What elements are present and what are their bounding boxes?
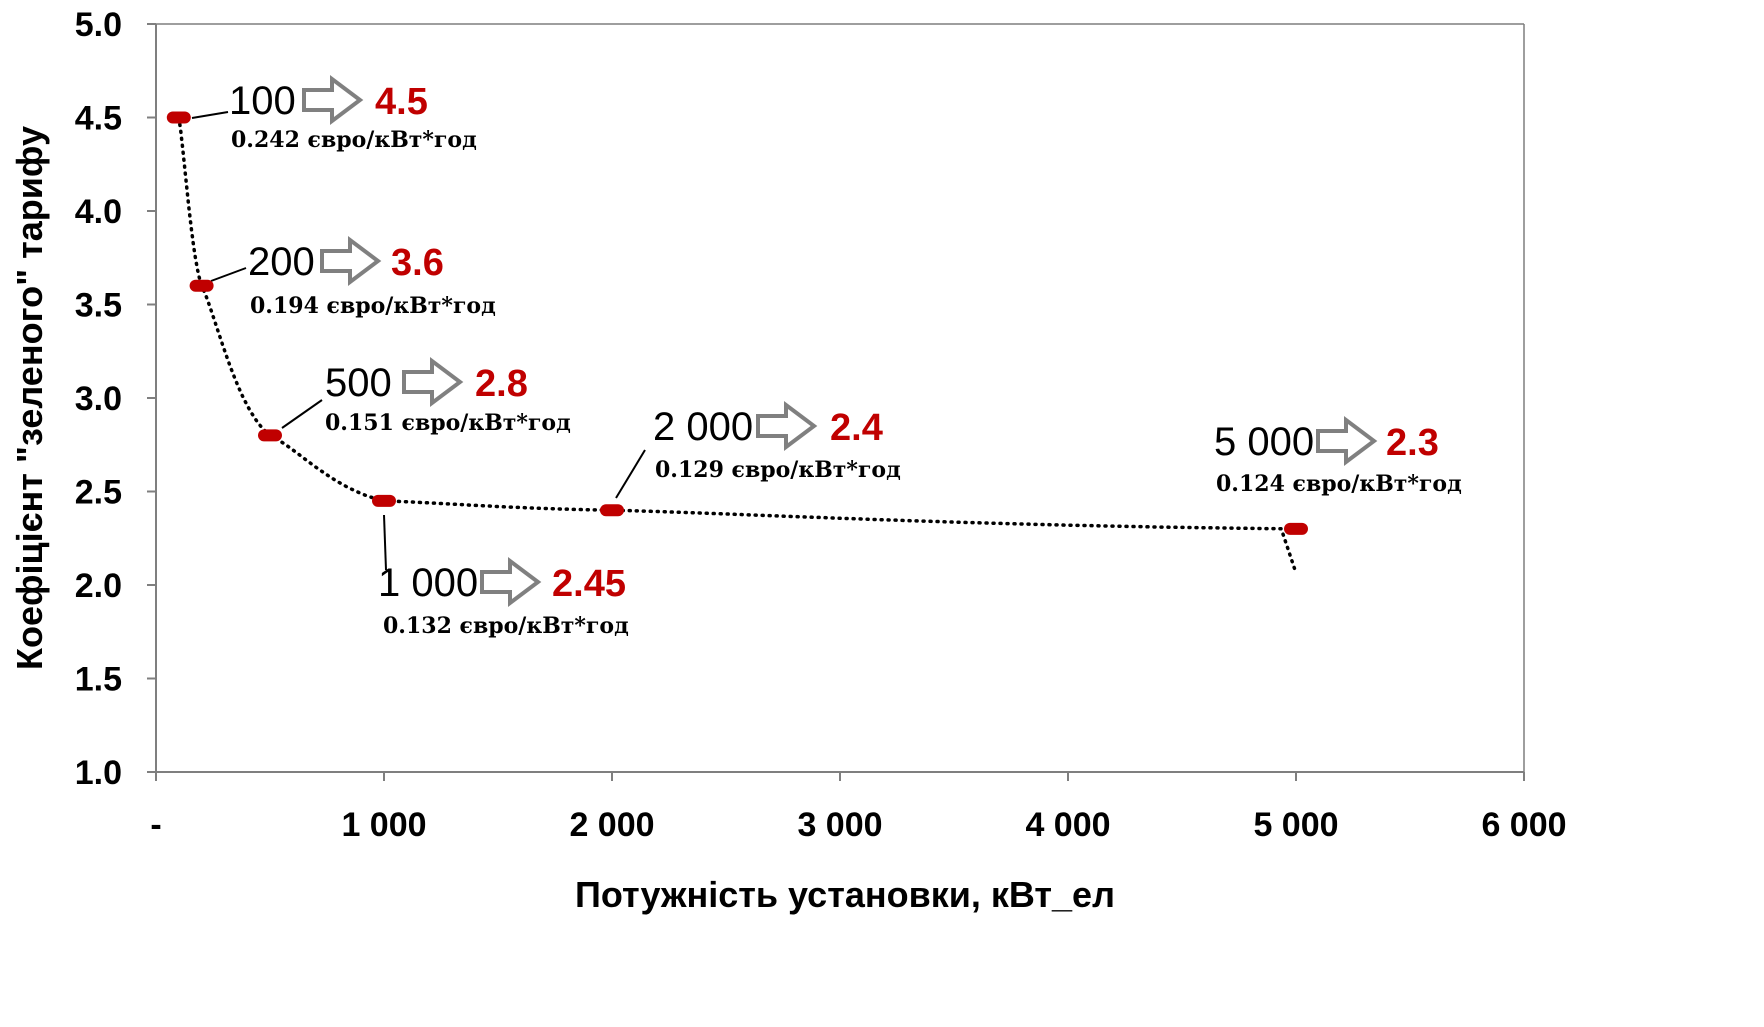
price-label: 0.124 євро/кВт*год [1216,471,1462,497]
capacity-label: 5 000 [1214,420,1314,464]
coefficient-label: 2.4 [830,407,883,449]
coefficient-label: 4.5 [375,81,428,123]
capacity-label: 500 [325,361,392,405]
trend-line [177,115,1298,575]
x-tick-label: 1 000 [341,806,426,844]
data-markers [166,111,1308,535]
data-marker [189,279,214,292]
y-tick-label: 1.0 [75,754,122,792]
label-connector [615,449,646,499]
data-marker [600,504,624,517]
coefficient-label: 3.6 [391,242,444,284]
y-tick-label: 2.0 [75,567,122,605]
capacity-label: 100 [229,79,296,123]
label-connector [210,267,247,282]
x-tick-label: 5 000 [1253,806,1338,844]
data-marker [166,111,191,124]
label-connectors [191,111,646,571]
x-tick-label: 3 000 [797,806,882,844]
y-tick-label: 3.5 [75,287,122,325]
right-arrow-icon [320,236,382,286]
y-tick-label: 3.0 [75,380,122,418]
y-tick-label: 4.0 [75,193,122,231]
right-arrow-icon [756,401,818,451]
right-arrow-icon [1316,416,1378,466]
chart-axes [147,23,1525,781]
coefficient-label: 2.8 [475,363,528,405]
right-arrow-icon [402,357,464,407]
y-tick-label: 5.0 [75,6,122,44]
price-label: 0.129 євро/кВт*год [655,457,901,483]
data-marker [372,494,396,507]
capacity-label: 1 000 [378,561,478,605]
y-tick-label: 4.5 [75,100,122,138]
coefficient-label: 2.45 [552,563,626,605]
label-connector [281,399,323,429]
right-arrow-icon [302,75,364,125]
label-connector [191,111,229,119]
data-marker [1284,522,1308,535]
right-arrow-icon [480,557,542,607]
point-labels: 100 4.5 0.242 євро/кВт*год 200 3.6 0.194 євро… [229,75,1462,639]
x-tick-label: 6 000 [1481,806,1566,844]
x-tick-label: - [150,806,161,844]
price-label: 0.242 євро/кВт*год [231,127,477,153]
y-tick-label: 1.5 [75,661,122,699]
y-tick-label: 2.5 [75,474,122,512]
y-axis-title: Коефіцієнт "зеленого" тарифу [9,126,50,670]
tick-labels: 5.0 4.5 4.0 3.5 3.0 2.5 2.0 1.5 1.0- 1 000 2 000 3 … [75,6,1567,844]
x-tick-label: 4 000 [1025,806,1110,844]
price-label: 0.132 євро/кВт*год [383,613,629,639]
coefficient-label: 2.3 [1386,422,1439,464]
data-marker [258,429,282,442]
capacity-label: 200 [248,240,315,284]
price-label: 0.194 євро/кВт*год [250,293,496,319]
label-connector [383,514,387,571]
x-tick-label: 2 000 [569,806,654,844]
price-label: 0.151 євро/кВт*год [325,410,571,436]
x-axis-title: Потужність установки, кВт_ел [575,874,1115,915]
capacity-label: 2 000 [653,405,753,449]
